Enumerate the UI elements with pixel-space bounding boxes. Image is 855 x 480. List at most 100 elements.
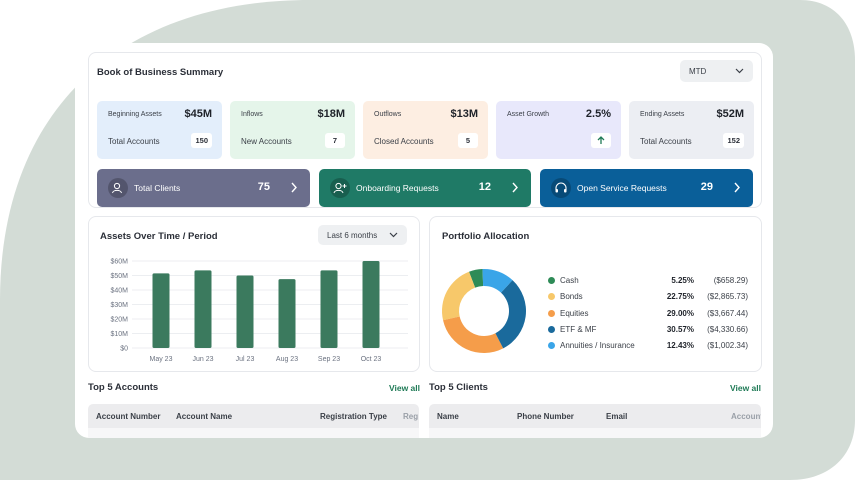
bar (194, 270, 212, 348)
action-button[interactable]: Total Clients 75 (97, 169, 310, 207)
allocation-panel: Portfolio Allocation Cash 5.25% ($658.29) B… (429, 216, 762, 372)
y-tick-label: $0 (120, 346, 128, 353)
metric-label: Ending Assets (640, 111, 685, 118)
metric-tile[interactable]: Beginning Assets $45M Total Accounts 150 (97, 101, 222, 159)
metric-label: Beginning Assets (108, 111, 162, 118)
legend-percent: 29.00% (666, 308, 694, 318)
period-label: MTD (689, 66, 707, 76)
x-tick-label: Aug 23 (276, 356, 298, 363)
chevron-icon (389, 232, 398, 238)
bar (320, 270, 338, 348)
x-tick-label: Jul 23 (236, 356, 255, 363)
bar (362, 261, 380, 348)
growth-indicator (591, 133, 611, 148)
legend-swatch (548, 277, 555, 284)
view-all-link[interactable]: View all (388, 383, 420, 393)
legend-label: Cash (560, 276, 579, 285)
metric-value: 2.5% (585, 108, 611, 120)
legend-row: Bonds 22.75% ($2,865.73) (540, 290, 750, 304)
action-count: 75 (257, 181, 270, 193)
column-header: Reg (403, 412, 419, 421)
bar (152, 273, 170, 348)
action-count: 12 (478, 181, 491, 193)
add-user-icon (330, 178, 350, 198)
metric-tile[interactable]: Inflows $18M New Accounts 7 (230, 101, 355, 159)
donut-segment (469, 269, 484, 288)
y-tick-label: $10M (110, 331, 128, 338)
column-header: Registration Type (320, 412, 387, 421)
metric-sub-value: 7 (325, 133, 345, 148)
chevron-icon (512, 182, 518, 193)
x-tick-label: Jun 23 (192, 356, 213, 363)
legend-row: ETF & MF 30.57% ($4,330.66) (540, 323, 750, 337)
chevron-icon (735, 68, 744, 74)
metric-sub-value: 5 (458, 133, 478, 148)
metric-label: Inflows (241, 111, 263, 118)
metric-sub-value: 152 (723, 133, 744, 148)
table-header: Account Number Account Name Registration… (88, 404, 419, 428)
headset-icon (551, 178, 571, 198)
metric-tile[interactable]: Outflows $13M Closed Accounts 5 (363, 101, 488, 159)
legend-label: Annuities / Insurance (560, 341, 635, 351)
legend-row: Equities 29.00% ($3,667.44) (540, 307, 750, 321)
metric-sub-label: Total Accounts (108, 137, 160, 146)
legend-percent: 30.57% (666, 324, 694, 334)
y-tick-label: $60M (110, 259, 128, 266)
section-title: Top 5 Clients (429, 382, 488, 393)
donut-segment (495, 280, 526, 349)
legend-percent: 5.25% (671, 276, 694, 285)
legend-amount: ($3,667.44) (707, 308, 748, 318)
period-dropdown[interactable]: MTD (680, 60, 753, 82)
table-row (88, 428, 419, 438)
legend-swatch (548, 325, 555, 333)
metric-sub-value: 150 (191, 133, 212, 148)
donut-segment (442, 271, 476, 321)
action-button[interactable]: Onboarding Requests 12 (319, 169, 531, 207)
metric-tile[interactable]: Ending Assets $52M Total Accounts 152 (629, 101, 754, 159)
y-tick-label: $30M (110, 302, 128, 309)
range-dropdown[interactable]: Last 6 months (318, 225, 407, 245)
action-label: Open Service Requests (577, 183, 667, 193)
view-all-link[interactable]: View all (729, 383, 761, 393)
legend-row: Annuities / Insurance 12.43% ($1,002.34) (540, 339, 750, 353)
column-header: Account (731, 412, 761, 421)
allocation-title: Portfolio Allocation (442, 231, 530, 242)
action-button[interactable]: Open Service Requests 29 (540, 169, 753, 207)
metric-sub-label: Closed Accounts (374, 137, 434, 146)
y-tick-label: $40M (110, 288, 128, 295)
legend-label: Bonds (560, 292, 583, 302)
legend-amount: ($1,002.34) (707, 341, 748, 351)
metric-tile[interactable]: Asset Growth 2.5% (496, 101, 621, 159)
summary-panel: Book of Business Summary MTD Beginning A… (88, 52, 762, 208)
chart-title: Assets Over Time / Period (100, 231, 218, 242)
legend-percent: 22.75% (666, 292, 694, 302)
bar (236, 275, 254, 348)
action-label: Onboarding Requests (356, 183, 439, 193)
legend-amount: ($2,865.73) (707, 292, 748, 302)
metric-value: $45M (184, 108, 212, 120)
legend-swatch (548, 293, 555, 301)
range-label: Last 6 months (327, 230, 378, 240)
column-header: Account Number (96, 412, 161, 421)
x-tick-label: May 23 (150, 356, 173, 363)
metric-label: Outflows (374, 111, 402, 118)
legend-amount: ($658.29) (713, 276, 748, 285)
section-title: Top 5 Accounts (88, 382, 159, 393)
legend-swatch (548, 342, 555, 350)
column-header: Account Name (176, 412, 233, 421)
donut-segment (443, 316, 504, 353)
x-tick-label: Oct 23 (361, 356, 382, 363)
chevron-icon (734, 182, 740, 193)
legend-label: Equities (560, 308, 589, 318)
dashboard-card: Book of Business Summary MTD Beginning A… (75, 43, 773, 438)
table-header: Name Phone Number Email Account (429, 404, 761, 428)
column-header: Name (437, 412, 459, 421)
column-header: Phone Number (517, 412, 574, 421)
legend-label: ETF & MF (560, 324, 597, 334)
x-tick-label: Sep 23 (318, 356, 340, 363)
summary-title: Book of Business Summary (97, 67, 224, 78)
y-tick-label: $20M (110, 317, 128, 324)
legend-row: Cash 5.25% ($658.29) (540, 274, 750, 288)
metric-label: Asset Growth (507, 111, 550, 118)
